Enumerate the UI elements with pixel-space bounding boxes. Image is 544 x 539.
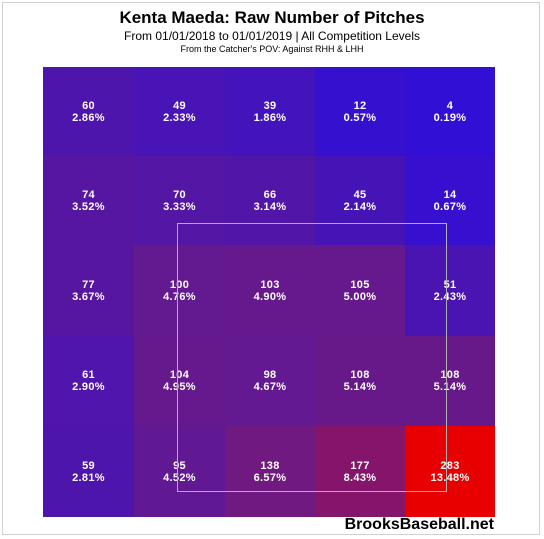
cell-percent: 3.52% — [72, 200, 105, 213]
heatmap-cell: 77 3.67% — [43, 245, 134, 336]
heatmap-cell: 283 13.48% — [405, 426, 495, 517]
heatmap-cell: 59 2.81% — [43, 426, 134, 517]
heatmap-cell: 60 2.86% — [43, 67, 134, 156]
cell-count: 12 — [353, 99, 367, 112]
cell-count: 70 — [173, 188, 186, 201]
cell-count: 95 — [173, 459, 186, 472]
chart-subtitle: From 01/01/2018 to 01/01/2019 | All Comp… — [124, 29, 420, 43]
cell-percent: 3.14% — [253, 200, 287, 213]
heatmap-cell: 98 4.67% — [225, 336, 315, 426]
heatmap-cell: 105 5.00% — [315, 245, 405, 336]
cell-count: 49 — [173, 99, 186, 112]
cell-count: 105 — [350, 278, 370, 291]
cell-percent: 0.57% — [343, 111, 377, 124]
cell-count: 4 — [446, 99, 454, 112]
heatmap-cell: 108 5.14% — [315, 336, 405, 426]
heatmap-cell: 51 2.43% — [405, 245, 495, 336]
heatmap-cell: 14 0.67% — [405, 156, 495, 245]
cell-percent: 1.86% — [253, 111, 287, 124]
heatmap-cell: 39 1.86% — [225, 67, 315, 156]
cell-count: 100 — [169, 278, 190, 291]
cell-percent: 2.14% — [343, 200, 377, 213]
chart-frame — [2, 2, 540, 535]
brand-watermark: BrooksBaseball.net — [344, 516, 494, 533]
cell-percent: 3.33% — [163, 200, 196, 213]
cell-percent: 13.48% — [430, 471, 470, 484]
chart-note: From the Catcher's POV: Against RHH & LH… — [180, 44, 364, 54]
cell-percent: 2.81% — [72, 471, 105, 484]
cell-percent: 2.86% — [72, 111, 105, 124]
cell-percent: 4.90% — [253, 290, 287, 303]
heatmap-cell: 61 2.90% — [43, 336, 134, 426]
cell-percent: 2.33% — [163, 111, 196, 124]
cell-count: 77 — [82, 278, 95, 291]
heatmap-cell: 74 3.52% — [43, 156, 134, 245]
cell-count: 39 — [263, 99, 277, 112]
cell-percent: 4.52% — [163, 471, 196, 484]
heatmap-cell: 108 5.14% — [405, 336, 495, 426]
cell-count: 104 — [169, 369, 190, 381]
cell-percent: 3.67% — [72, 290, 105, 303]
cell-count: 103 — [260, 278, 280, 291]
heatmap-cell: 103 4.90% — [225, 245, 315, 336]
cell-count: 283 — [440, 459, 460, 472]
cell-count: 14 — [443, 188, 457, 201]
cell-count: 45 — [353, 188, 367, 201]
cell-percent: 2.43% — [433, 290, 467, 303]
cell-percent: 4.76% — [163, 290, 196, 303]
cell-percent: 0.67% — [433, 200, 467, 213]
heatmap-cell: 100 4.76% — [134, 245, 225, 336]
cell-count: 108 — [440, 369, 460, 381]
cell-count: 51 — [443, 278, 457, 291]
cell-percent: 8.43% — [343, 471, 377, 484]
cell-percent: 4.67% — [253, 381, 287, 393]
heatmap-cell: 138 6.57% — [225, 426, 315, 517]
cell-percent: 0.19% — [433, 111, 467, 124]
cell-percent: 5.14% — [433, 381, 467, 393]
cell-percent: 2.90% — [72, 381, 105, 393]
heatmap-cell: 45 2.14% — [315, 156, 405, 245]
heatmap-cell: 70 3.33% — [134, 156, 225, 245]
heatmap-cell: 95 4.52% — [134, 426, 225, 517]
heatmap-cell: 12 0.57% — [315, 67, 405, 156]
cell-count: 138 — [260, 459, 280, 472]
cell-count: 59 — [82, 459, 95, 472]
cell-count: 74 — [82, 188, 95, 201]
heatmap-cell: 177 8.43% — [315, 426, 405, 517]
heatmap-cell: 66 3.14% — [225, 156, 315, 245]
chart-title: Kenta Maeda: Raw Number of Pitches — [119, 8, 425, 27]
cell-count: 108 — [350, 369, 370, 381]
cell-count: 61 — [82, 369, 95, 381]
heatmap-grid: 60 2.86% 49 2.33% 39 1.86% 12 0.57% 4 0.19% 74 3.52… — [43, 67, 495, 517]
cell-count: 66 — [263, 188, 277, 201]
heatmap-cell: 49 2.33% — [134, 67, 225, 156]
cell-count: 98 — [263, 369, 277, 381]
cell-count: 60 — [82, 99, 95, 112]
cell-percent: 4.95% — [163, 381, 196, 393]
cell-percent: 5.00% — [343, 290, 377, 303]
heatmap-cell: 4 0.19% — [405, 67, 495, 156]
cell-percent: 5.14% — [343, 381, 377, 393]
cell-count: 177 — [350, 459, 370, 472]
heatmap-cell: 104 4.95% — [134, 336, 225, 426]
cell-percent: 6.57% — [253, 471, 287, 484]
